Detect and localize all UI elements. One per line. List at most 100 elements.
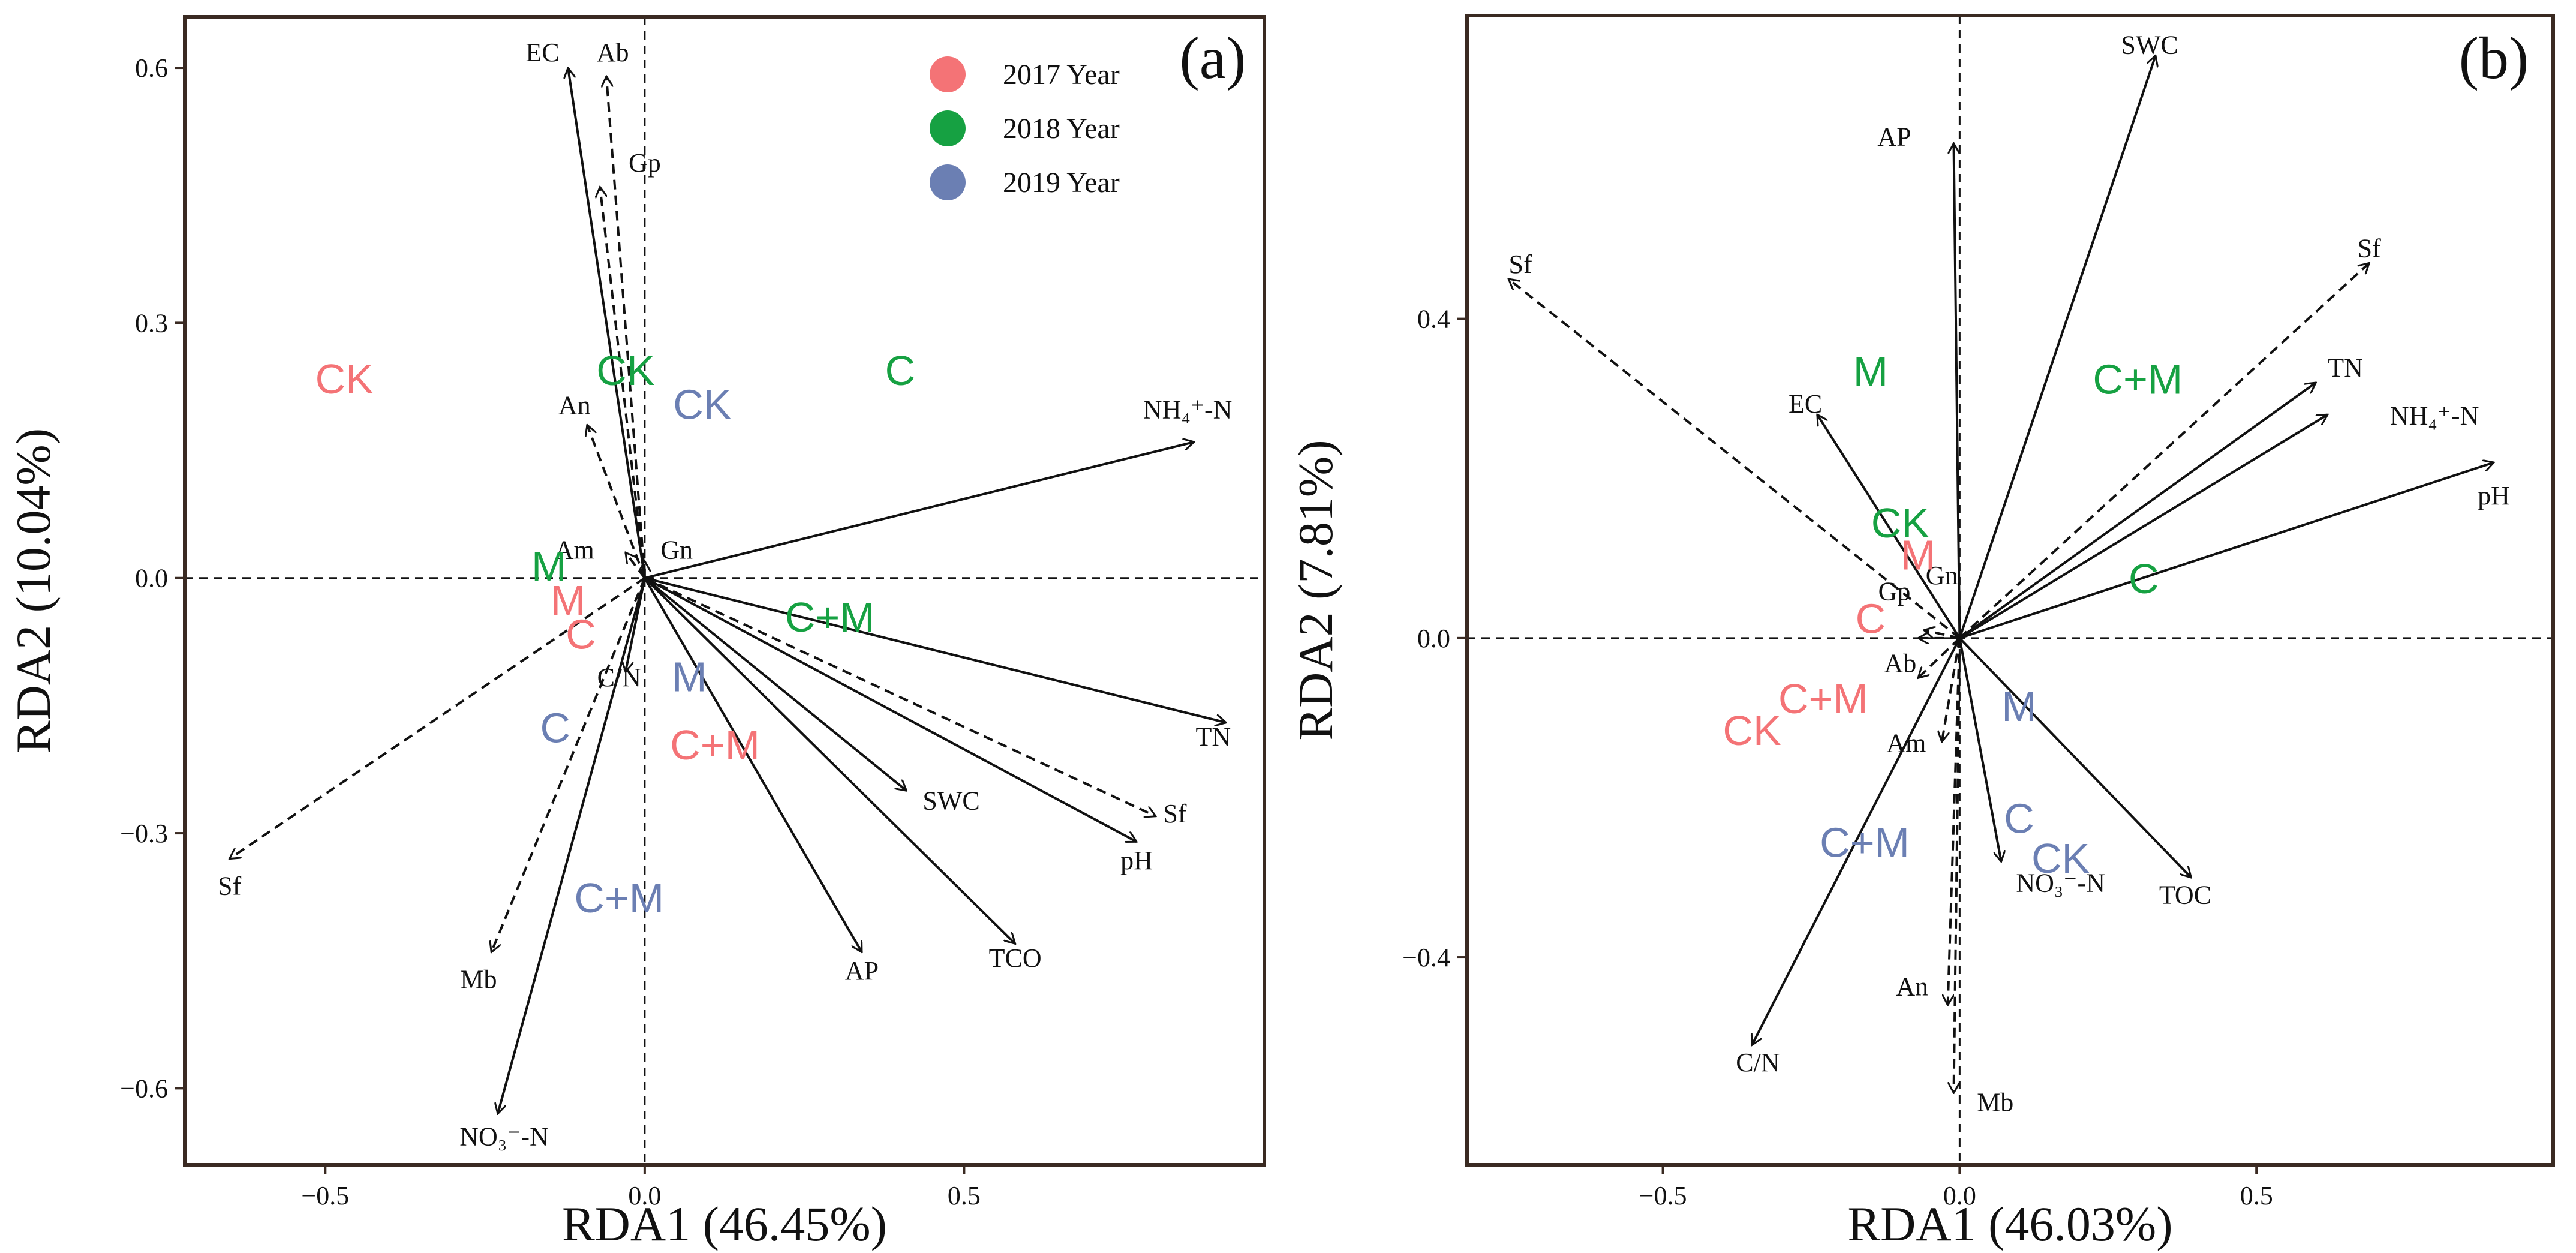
panel-a-y-tick-label: 0.3 xyxy=(135,308,168,338)
legend: 2017 Year 2018 Year 2019 Year xyxy=(930,56,1120,200)
panel-a-ticks: −0.5 0.0 0.5 0.6 0.3 0.0 −0.3 −0.6 xyxy=(120,53,981,1210)
panel-b-arrow-tn xyxy=(1959,383,2316,639)
panel-a-treatment-c-2018: C xyxy=(885,347,916,394)
panel-b-arrow-gn xyxy=(1924,630,1960,639)
panel-b-arrow-label-swc: SWC xyxy=(2121,30,2178,59)
panel-b-arrow-mb xyxy=(1953,638,1961,1093)
panel-a-label: (a) xyxy=(1180,25,1246,91)
panel-a-treatment-c-2019: C xyxy=(540,704,570,751)
panel-b-treatment-c-2017: C xyxy=(1856,596,1886,642)
panel-b-arrow-ap xyxy=(1953,143,1961,638)
panel-a-arrow-sf xyxy=(644,576,1156,816)
panel-b-arrow-ab xyxy=(1918,637,1961,678)
panel-a-arrow-label-an: An xyxy=(558,390,591,420)
panel-b: SWC AP Sf Sf TN NH₄⁺-N pH EC Gn Gp Ab Am NO₃⁻-N TOC An… xyxy=(1288,14,2555,1251)
panel-b-treatment-c-2018: C xyxy=(2129,555,2159,602)
panel-b-x-tick-label: 0.0 xyxy=(1943,1181,1976,1210)
panel-b-arrow-toc xyxy=(1958,637,2191,878)
panel-b-arrow-label-ab: Ab xyxy=(1884,648,1917,678)
panel-b-arrow-label-gn: Gn xyxy=(1926,561,1958,590)
panel-a-arrow-label-swc: SWC xyxy=(922,786,979,816)
panel-b-arrow-label-no-n: NO₃⁻-N xyxy=(2016,868,2105,897)
panel-a-arrow-nh-n xyxy=(644,442,1194,579)
panel-b-treatment-ck-2017: CK xyxy=(1723,707,1781,754)
panel-a-treatment-m-2017: M xyxy=(551,577,585,624)
panel-a-arrow-label-sf: Sf xyxy=(218,871,241,900)
panel-a-arrow-label-tco: TCO xyxy=(989,943,1042,973)
panel-b-arrow-label-sf: Sf xyxy=(2358,234,2381,263)
panel-a-arrow-label-tn: TN xyxy=(1195,722,1231,752)
panel-b-arrow-label-c-n: C/N xyxy=(1736,1048,1780,1077)
panel-a-arrow-label-ab: Ab xyxy=(597,38,629,67)
panel-b-label: (b) xyxy=(2459,25,2529,91)
panel-a-arrow-tn xyxy=(644,576,1226,723)
panel-a-y-tick-label: 0.0 xyxy=(135,564,168,593)
panel-a-arrow-an xyxy=(587,425,646,579)
panel-b-treatment-m-2019: M xyxy=(2001,683,2036,730)
panel-a-origin-lines xyxy=(185,17,1264,1165)
panel-b-treatment-ck-2018: CK xyxy=(1871,500,1929,546)
panel-b-arrow-label-nh-n: NH₄⁺-N xyxy=(2390,401,2479,431)
panel-b-arrow-label-toc: TOC xyxy=(2159,880,2211,909)
panel-a-arrow-label-nh-n: NH₄⁺-N xyxy=(1143,395,1233,424)
legend-label-2019: 2019 Year xyxy=(1003,167,1120,199)
panel-a-arrow-label-gn: Gn xyxy=(660,535,693,564)
panel-b-ticks: −0.5 0.0 0.5 0.4 0.0 −0.4 xyxy=(1402,305,2273,1210)
legend-dot-2019 xyxy=(930,164,966,200)
panel-a-arrow-label-c-n: C/N xyxy=(597,663,641,692)
panel-b-treatment-c-m-2017: C+M xyxy=(1778,675,1868,722)
panel-b-treatment-ck-2019: CK xyxy=(2031,835,2090,882)
panel-a-arrow-swc xyxy=(644,577,907,791)
panel-a-arrow-ec xyxy=(568,68,646,579)
panel-a-y-axis-title: RDA2 (10.04%) xyxy=(6,428,61,753)
panel-b-arrow-label-gp: Gp xyxy=(1878,577,1911,606)
panel-b-origin-lines xyxy=(1467,16,2553,1165)
panel-a-arrow-mb xyxy=(491,577,646,952)
panel-b-arrow-label-sf: Sf xyxy=(1509,250,1532,279)
panel-b-arrow-label-an: An xyxy=(1896,972,1928,1001)
panel-a-arrow-ap xyxy=(644,577,863,952)
panel-a-x-tick-label: 0.0 xyxy=(628,1181,661,1210)
panel-a-arrow-label-ph: pH xyxy=(1120,846,1153,875)
panel-b-y-tick-label: 0.0 xyxy=(1417,624,1450,653)
panel-b-arrows xyxy=(1508,56,2494,1093)
panel-a-arrow-label-gp: Gp xyxy=(629,148,661,178)
panel-b-x-axis-title: RDA1 (46.03%) xyxy=(1847,1197,2172,1251)
panel-a-arrow-ph xyxy=(644,576,1137,842)
panel-b-y-tick-label: −0.4 xyxy=(1402,943,1450,972)
panel-a-y-tick-label: −0.6 xyxy=(120,1074,168,1103)
panel-a-treatment-c-2017: C xyxy=(566,611,596,657)
panel-b-arrow-sf xyxy=(1508,279,1961,639)
panel-a-treatment-ck-2019: CK xyxy=(673,381,731,428)
panel-b-y-axis-title: RDA2 (7.81%) xyxy=(1288,440,1343,740)
panel-a-frame xyxy=(183,15,1266,1167)
panel-a-arrow-label-mb: Mb xyxy=(460,964,497,994)
panel-a-arrow-no-n xyxy=(498,578,646,1114)
panel-a-treatment-m-2018: M xyxy=(531,543,566,590)
panel-b-arrow-label-tn: TN xyxy=(2328,353,2363,383)
legend-label-2017: 2017 Year xyxy=(1003,59,1120,91)
panel-a-arrow-label-ec: EC xyxy=(525,38,559,67)
panel-b-arrow-label-ec: EC xyxy=(1789,389,1822,419)
panel-a-x-tick-label: −0.5 xyxy=(301,1181,349,1210)
panel-b-arrow-ec xyxy=(1816,414,1961,639)
panel-b-arrow-label-ph: pH xyxy=(2478,481,2510,510)
panel-a-y-tick-label: 0.6 xyxy=(135,53,168,83)
panel-a-arrow-label-ap: AP xyxy=(845,956,879,985)
panel-b-x-tick-label: 0.5 xyxy=(2240,1181,2273,1210)
panel-a-arrow-ab xyxy=(606,76,646,578)
legend-dot-2018 xyxy=(930,110,966,146)
panel-b-arrow-label-mb: Mb xyxy=(1977,1087,2013,1117)
panel-a-treatment-m-2019: M xyxy=(672,653,707,700)
panel-b-frame xyxy=(1465,14,2555,1167)
legend-dot-2017 xyxy=(930,56,966,92)
panel-a-treatment-ck-2017: CK xyxy=(315,356,374,402)
panel-a-treatment-ck-2018: CK xyxy=(596,347,654,394)
panel-b-arrow-label-am: Am xyxy=(1886,729,1926,758)
panel-a-arrow-label-sf: Sf xyxy=(1163,799,1186,828)
panel-a-arrow-am xyxy=(626,552,646,579)
